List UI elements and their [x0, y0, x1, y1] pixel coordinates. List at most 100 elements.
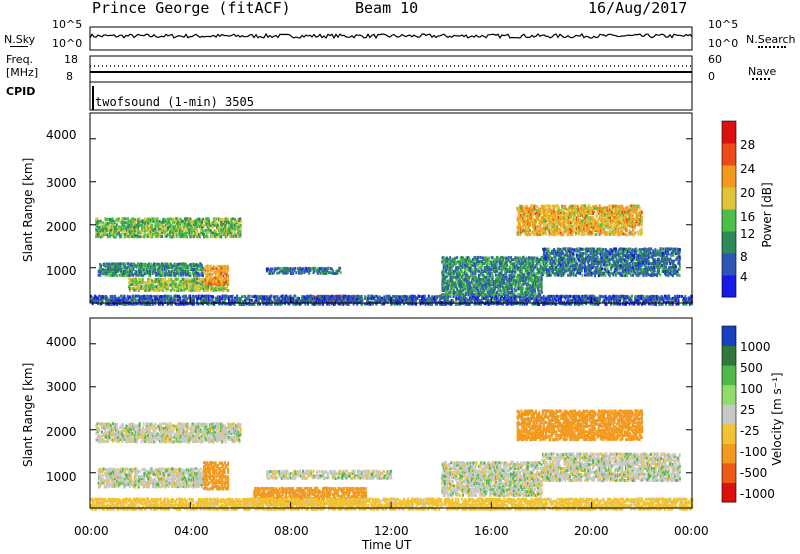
power-echo-cell: [175, 302, 178, 306]
power-echo-cell: [181, 302, 184, 306]
power-echo-cell: [111, 233, 113, 237]
power-echo-cell: [645, 300, 648, 304]
power-echo-cell: [132, 294, 135, 298]
power-echo-cell: [480, 285, 482, 289]
power-echo-cell: [107, 300, 110, 304]
power-echo-cell: [208, 274, 211, 278]
power-echo-cell: [200, 271, 203, 275]
power-echo-cell: [292, 297, 295, 301]
power-echo-cell: [494, 285, 497, 289]
power-echo-cell: [119, 264, 122, 268]
power-echo-cell: [565, 302, 568, 306]
power-echo-cell: [521, 219, 524, 223]
power-echo-cell: [140, 270, 143, 274]
power-echo-cell: [198, 288, 201, 292]
power-echo-cell: [486, 266, 489, 269]
power-echo-cell: [134, 298, 137, 302]
power-echo-cell: [137, 273, 140, 277]
power-echo-cell: [448, 281, 451, 285]
power-echo-cell: [482, 277, 485, 281]
power-echo-cell: [488, 271, 491, 275]
power-echo-cell: [489, 302, 492, 306]
power-echo-cell: [622, 300, 625, 304]
power-echo-cell: [224, 266, 227, 270]
power-echo-cell: [524, 279, 527, 283]
power-echo-cell: [352, 297, 355, 301]
power-echo-cell: [506, 283, 509, 287]
power-echo-cell: [569, 300, 572, 304]
power-echo-cell: [467, 279, 470, 283]
power-echo-cell: [645, 298, 648, 302]
power-echo-cell: [201, 294, 203, 298]
power-echo-cell: [339, 271, 342, 275]
power-echo-cell: [498, 279, 501, 283]
power-echo-cell: [511, 283, 514, 287]
power-echo-cell: [481, 264, 484, 267]
power-echo-cell: [662, 300, 665, 304]
power-echo-cell: [221, 285, 224, 289]
power-echo-cell: [263, 295, 266, 299]
power-echo-cell: [156, 297, 159, 300]
power-echo-cell: [138, 277, 141, 281]
power-echo-cell: [483, 279, 486, 283]
power-echo-cell: [524, 229, 527, 233]
power-echo-cell: [450, 271, 453, 275]
power-echo-cell: [488, 275, 491, 279]
power-echo-cell: [327, 271, 330, 275]
power-echo-cell: [537, 270, 540, 274]
nsearch-tick-top: 10^5: [708, 18, 739, 31]
power-echo-cell: [245, 298, 248, 302]
power-echo-cell: [207, 227, 210, 231]
power-echo-cell: [181, 285, 184, 289]
power-echo-cell: [290, 271, 293, 274]
power-echo-cell: [544, 217, 547, 221]
power-echo-cell: [207, 231, 210, 234]
power-echo-cell: [469, 300, 472, 304]
power-echo-cell: [533, 229, 536, 233]
power-echo-cell: [497, 256, 500, 260]
power-echo-cell: [420, 299, 422, 303]
power-echo-cell: [165, 287, 168, 291]
power-echo-cell: [479, 289, 482, 293]
power-echo-cell: [212, 300, 215, 304]
power-echo-cell: [492, 281, 495, 285]
power-echo-cell: [116, 269, 118, 273]
power-echo-cell: [214, 272, 217, 276]
power-echo-cell: [516, 285, 519, 289]
power-echo-cell: [669, 300, 672, 304]
power-echo-cell: [383, 298, 386, 302]
power-echo-cell: [507, 285, 510, 289]
power-echo-cell: [192, 296, 195, 300]
power-echo-cell: [535, 299, 538, 303]
power-echo-cell: [133, 229, 136, 233]
power-echo-cell: [499, 286, 502, 290]
power-echo-cell: [462, 294, 465, 298]
power-echo-cell: [186, 300, 189, 304]
power-echo-cell: [184, 300, 187, 304]
power-echo-cell: [578, 302, 581, 306]
power-echo-cell: [282, 295, 285, 299]
power-echo-cell: [496, 285, 499, 289]
power-echo-cell: [269, 298, 271, 302]
power-echo-cell: [516, 275, 519, 279]
power-echo-cell: [102, 272, 105, 276]
power-echo-cell: [318, 298, 321, 302]
power-echo-cell: [538, 267, 541, 271]
power-echo-cell: [466, 283, 469, 287]
power-echo-cell: [328, 298, 331, 302]
power-echo-cell: [505, 287, 508, 291]
power-echo-cell: [201, 227, 204, 231]
power-echo-cell: [306, 269, 309, 273]
power-echo-cell: [114, 267, 117, 271]
power-echo-cell: [215, 281, 218, 285]
power-echo-cell: [312, 302, 315, 306]
power-echo-cell: [191, 299, 194, 302]
power-echo-cell: [522, 208, 525, 212]
power-echo-cell: [179, 289, 181, 293]
power-echo-cell: [164, 262, 167, 266]
power-echo-cell: [433, 295, 436, 299]
power-echo-cell: [533, 298, 536, 302]
power-echo-cell: [456, 277, 459, 281]
power-echo-cell: [530, 274, 533, 278]
power-echo-cell: [150, 219, 153, 223]
